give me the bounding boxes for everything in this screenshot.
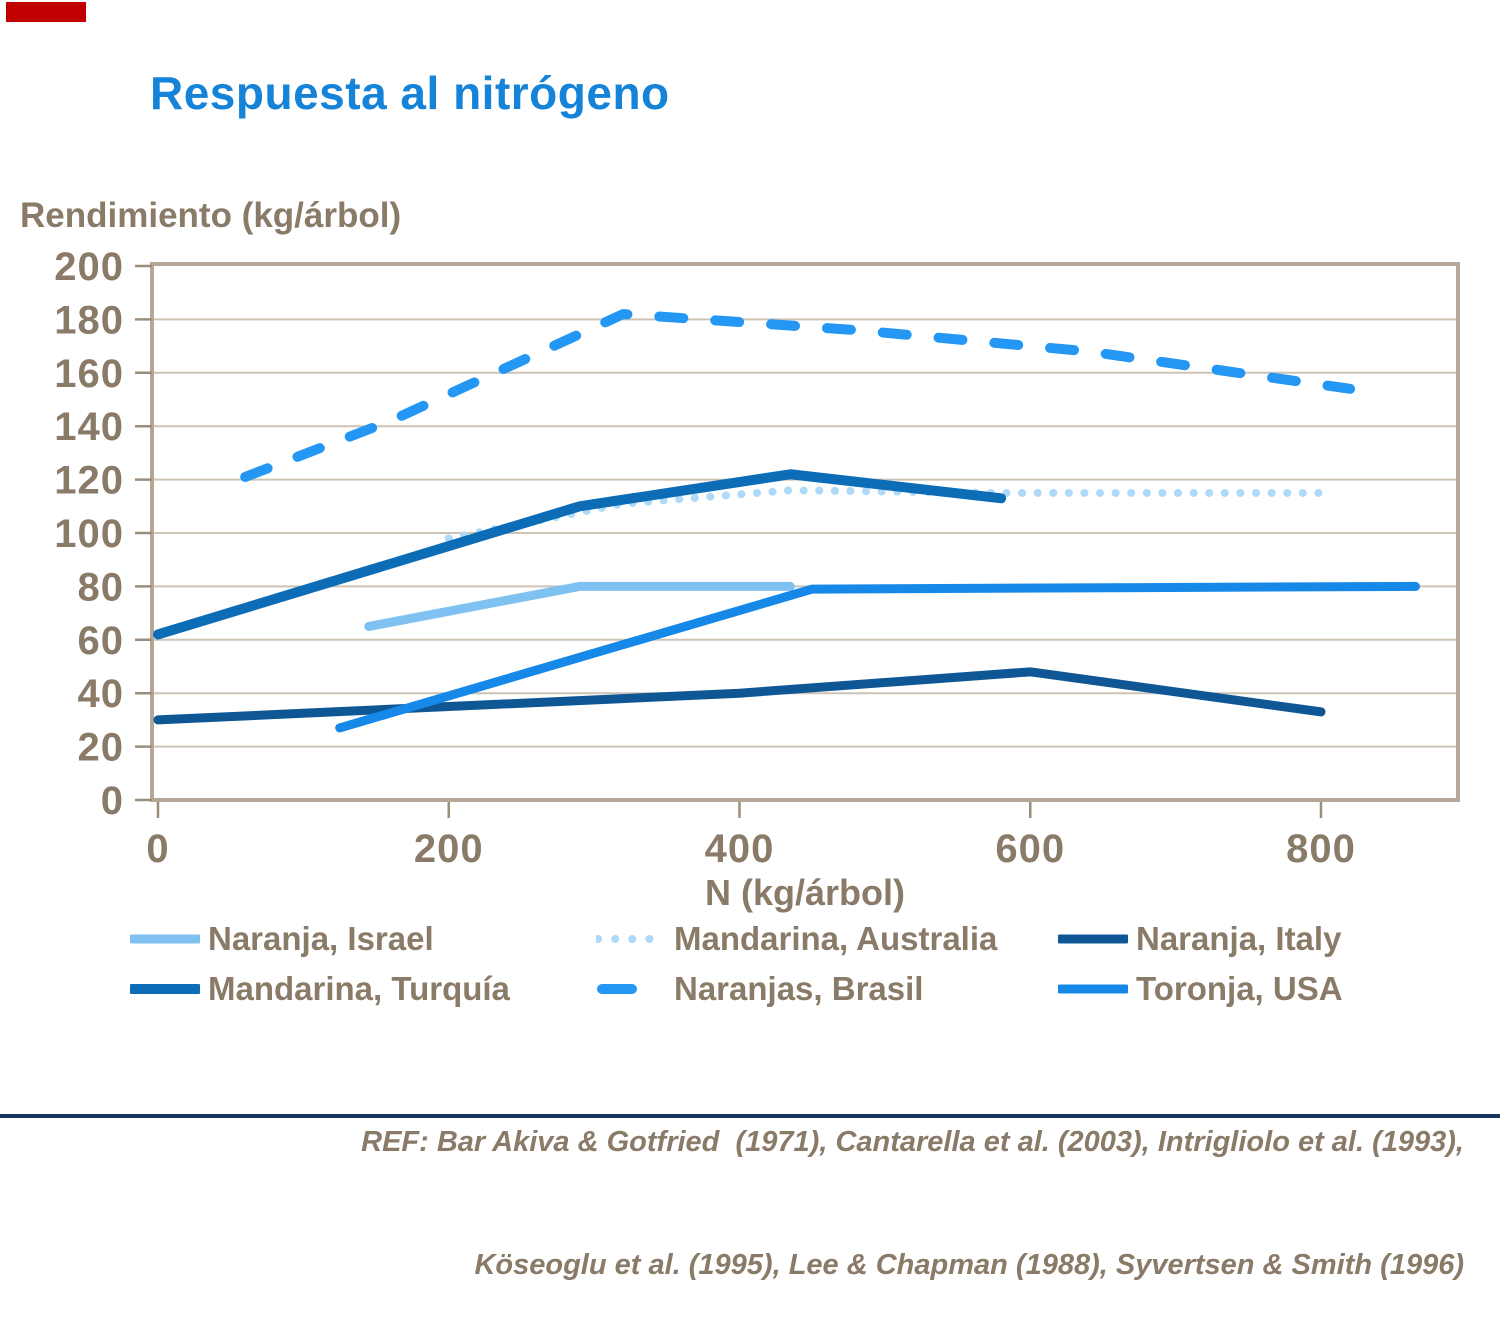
legend-swatch-mandarina-turqu-a <box>130 984 200 994</box>
y-tick-label-140: 140 <box>54 405 124 449</box>
legend-label-mandarina-australia: Mandarina, Australia <box>674 920 998 957</box>
y-tick-label-180: 180 <box>54 298 124 342</box>
x-tick-label-600: 600 <box>995 827 1065 871</box>
x-tick-label-200: 200 <box>414 827 484 871</box>
references: REF: Bar Akiva & Gotfried (1971), Cantar… <box>361 1040 1464 1327</box>
legend-swatch-naranja-italy <box>1058 934 1128 944</box>
legend-label-toronja-usa: Toronja, USA <box>1136 970 1343 1007</box>
x-tick-label-0: 0 <box>146 827 169 871</box>
legend-swatch-mandarina-australia <box>596 935 666 943</box>
y-tick-label-80: 80 <box>78 565 125 609</box>
corner-accent-bar <box>6 2 86 22</box>
series-line-naranja-israel <box>364 581 795 631</box>
legend-swatch-naranjas-brasil <box>597 984 637 994</box>
legend-item-naranjas-brasil: Naranjas, Brasil <box>596 966 1058 1012</box>
legend-item-toronja-usa: Toronja, USA <box>1058 966 1470 1012</box>
series-line-naranja-italy <box>153 667 1326 725</box>
legend-label-naranja-israel: Naranja, Israel <box>208 920 434 957</box>
references-line-1: REF: Bar Akiva & Gotfried (1971), Cantar… <box>361 1126 1464 1158</box>
x-axis-title: N (kg/árbol) <box>704 872 905 913</box>
bottom-border-bar <box>0 1114 1500 1118</box>
legend-item-naranja-italy: Naranja, Italy <box>1058 916 1470 962</box>
chart-plot-area: 0 20 40 60 80 100 120 140 160 180 200 0 200 400 600 800 <box>54 245 1460 871</box>
legend-label-naranjas-brasil: Naranjas, Brasil <box>674 970 924 1007</box>
series-line-toronja-usa <box>335 581 1420 733</box>
y-tick-label-40: 40 <box>78 672 125 716</box>
references-line-2: Köseoglu et al. (1995), Lee & Chapman (1… <box>474 1249 1464 1281</box>
legend-item-mandarina-australia: Mandarina, Australia <box>596 916 1058 962</box>
x-tick-label-400: 400 <box>705 827 775 871</box>
legend-swatch-naranja-israel <box>130 934 200 944</box>
y-tick-label-200: 200 <box>54 245 124 289</box>
series-line-naranjas-brasil <box>240 309 1356 482</box>
series-line-mandarina-turqu-a <box>153 469 1007 640</box>
chart-legend: Naranja, Israel Mandarina, Australia Naran… <box>130 916 1470 1012</box>
legend-label-naranja-italy: Naranja, Italy <box>1136 920 1342 957</box>
legend-label-mandarina-turqu-a: Mandarina, Turquía <box>208 970 510 1007</box>
y-axis-title: Rendimiento (kg/árbol) <box>20 196 402 235</box>
y-tick-label-120: 120 <box>54 459 124 503</box>
legend-swatch-toronja-usa <box>1058 984 1128 994</box>
series-line-mandarina-australia <box>444 486 1325 543</box>
legend-item-mandarina-turqu-a: Mandarina, Turquía <box>130 966 596 1012</box>
y-tick-label-60: 60 <box>78 619 125 663</box>
y-tick-label-20: 20 <box>78 726 125 770</box>
legend-item-naranja-israel: Naranja, Israel <box>130 916 596 962</box>
slide-title: Respuesta al nitrógeno <box>150 67 670 119</box>
y-tick-label-160: 160 <box>54 352 124 396</box>
y-tick-label-0: 0 <box>101 779 124 823</box>
x-tick-label-800: 800 <box>1286 827 1356 871</box>
y-tick-label-100: 100 <box>54 512 124 556</box>
